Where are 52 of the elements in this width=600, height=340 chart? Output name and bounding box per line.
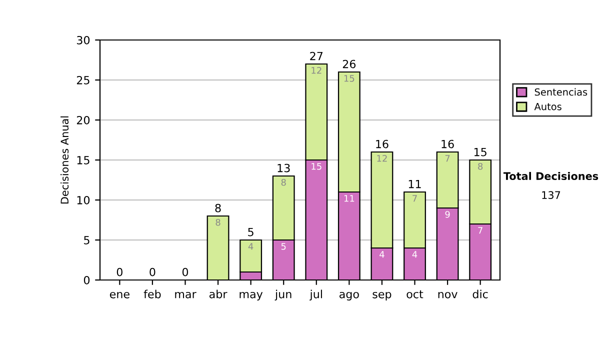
legend-label: Autos: [534, 103, 562, 110]
data-label: 7: [412, 195, 417, 202]
total-label: 27: [310, 52, 323, 60]
total-label: 11: [408, 180, 421, 188]
data-label: 12: [377, 154, 387, 162]
text: Total Decisiones: [503, 172, 598, 180]
y-tick-label: 20: [76, 116, 90, 124]
data-label: 5: [281, 243, 286, 250]
x-tick-label: mar: [175, 292, 196, 298]
x-tick-label: abr: [209, 290, 228, 298]
data-label: 15: [344, 75, 354, 82]
total-label: 0: [116, 268, 122, 276]
text: 137: [542, 191, 560, 200]
total-label: 13: [278, 164, 290, 172]
total-label: 5: [248, 228, 254, 236]
data-label: 9: [445, 210, 450, 218]
y-tick-label: 5: [84, 236, 90, 244]
total-label: 15: [474, 148, 486, 156]
x-tick-label: jun: [274, 290, 292, 300]
x-tick-label: sep: [372, 292, 392, 300]
legend-label: Sentencias: [534, 88, 588, 96]
x-tick-label: jul: [310, 290, 322, 300]
data-label: 4: [380, 251, 384, 258]
x-tick-label: ago: [340, 292, 359, 300]
total-label: 8: [215, 204, 221, 212]
x-tick-label: dic: [472, 290, 488, 298]
data-label: 11: [344, 195, 354, 202]
x-tick-label: nov: [438, 292, 458, 298]
data-label: 8: [281, 178, 286, 186]
y-axis-title: Decisiones Anual: [60, 116, 69, 204]
x-tick-label: may: [240, 292, 263, 300]
x-tick-label: oct: [406, 290, 424, 298]
y-tick-label: 0: [84, 276, 90, 284]
y-tick-label: 25: [76, 76, 90, 84]
data-label: 8: [216, 218, 220, 226]
total-label: 16: [442, 140, 454, 148]
x-tick-label: ene: [110, 292, 130, 298]
total-label: 16: [376, 140, 388, 148]
total-label: 0: [182, 268, 188, 276]
y-tick-label: 30: [76, 36, 90, 44]
data-label: 8: [478, 162, 483, 170]
total-label: 0: [150, 268, 156, 276]
data-label: 4: [248, 243, 254, 250]
y-tick-label: 15: [77, 156, 90, 164]
data-label: 4: [412, 251, 418, 258]
total-label: 26: [342, 60, 356, 68]
data-label: 7: [478, 227, 482, 234]
y-tick-label: 10: [77, 196, 90, 204]
data-label: 7: [445, 155, 450, 162]
x-tick-label: feb: [144, 290, 161, 298]
data-label: 15: [312, 163, 322, 170]
data-label: 12: [312, 66, 322, 74]
